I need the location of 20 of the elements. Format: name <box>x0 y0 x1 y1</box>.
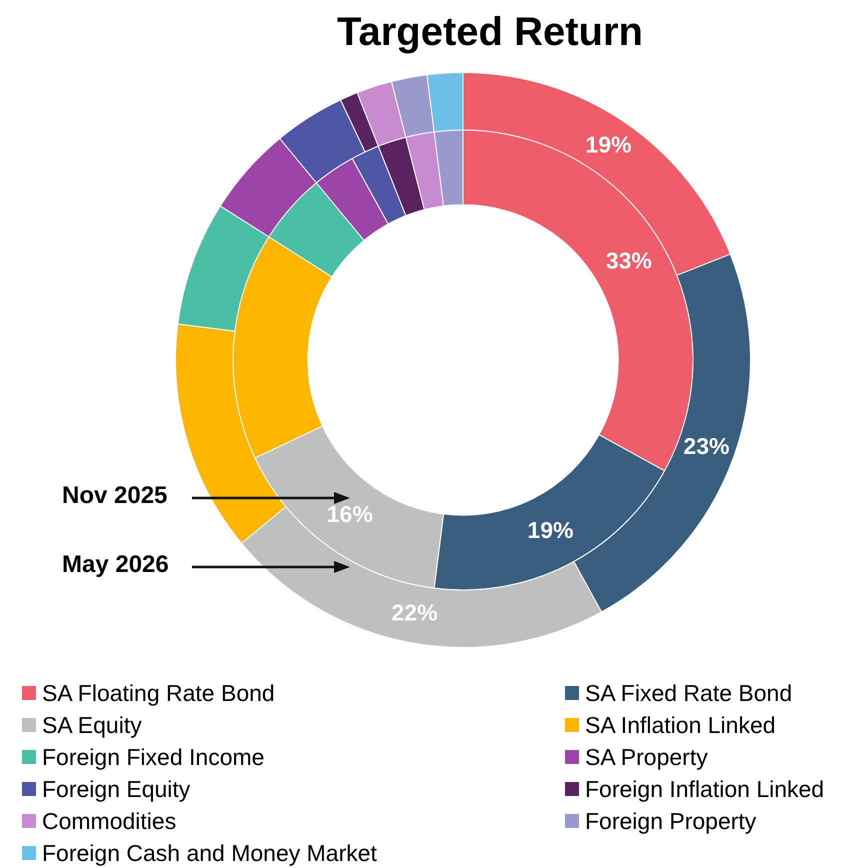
legend-label: SA Inflation Linked <box>585 712 776 738</box>
data-label: 19% <box>527 516 574 543</box>
legend-label: SA Floating Rate Bond <box>42 680 275 706</box>
legend-label: Foreign Inflation Linked <box>585 776 824 802</box>
legend-label: SA Equity <box>42 712 142 738</box>
legend-label: SA Property <box>585 744 708 770</box>
slice-label: May 2026 <box>62 551 169 579</box>
data-label: 16% <box>326 501 373 528</box>
slice-label: Nov 2025 <box>62 482 168 510</box>
data-label: 33% <box>606 247 652 274</box>
data-label: 22% <box>391 600 438 626</box>
legend-label: Commodities <box>42 808 176 834</box>
chart-title: Targeted Return <box>336 10 644 55</box>
data-label: 19% <box>585 131 632 158</box>
legend-label: Foreign Fixed Income <box>42 744 264 770</box>
legend-label: Foreign Property <box>585 808 756 834</box>
legend-label: SA Fixed Rate Bond <box>585 680 792 706</box>
data-label: 23% <box>683 432 730 459</box>
legend-label: Foreign Equity <box>42 776 190 802</box>
legend-label: Foreign Cash and Money Market <box>42 840 377 866</box>
